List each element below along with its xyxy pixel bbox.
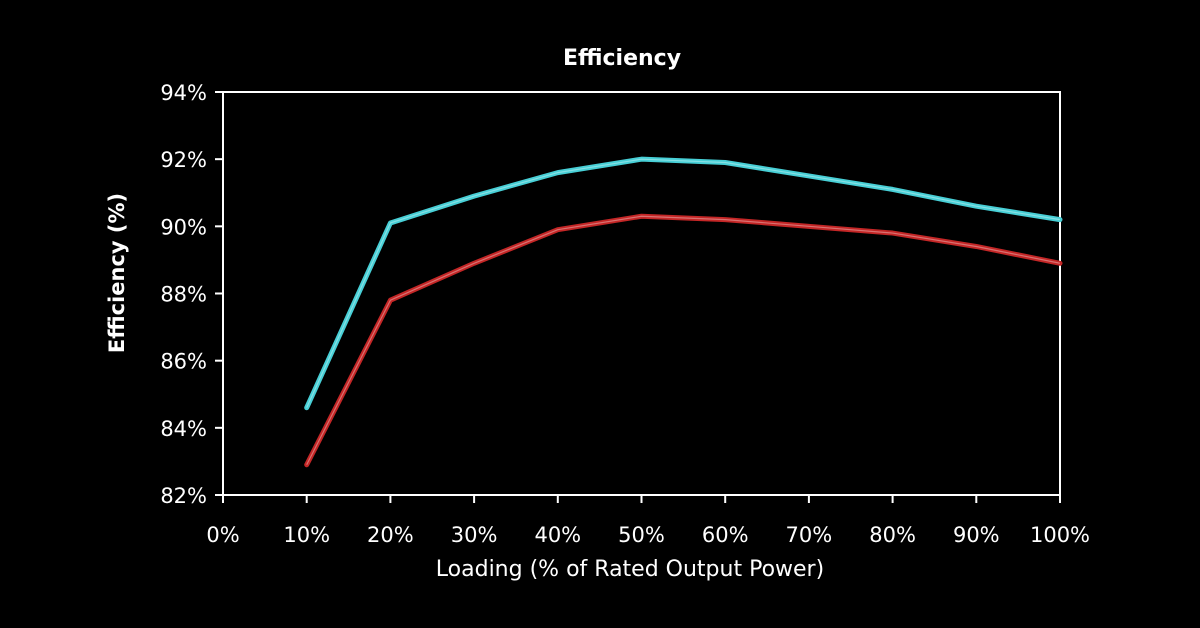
plot-area-frame [222, 91, 1061, 496]
y-tick-label: 82% [160, 484, 207, 508]
y-tick-label: 88% [160, 283, 207, 307]
series-line-highlight-1 [306, 158, 1061, 408]
y-tick-label: 86% [160, 350, 207, 374]
x-tick-label: 30% [451, 523, 498, 547]
x-tick-label: 100% [1030, 523, 1090, 547]
x-tick-label: 40% [534, 523, 581, 547]
y-tick-label: 94% [160, 81, 207, 105]
x-tick-label: 50% [618, 523, 665, 547]
x-tick-label: 70% [786, 523, 833, 547]
x-axis-ticks: 0% 10% 20% 30% 40% 50% 60% 70% 80% 90% 100% [206, 495, 1090, 547]
series-line-2 [304, 213, 1063, 468]
x-tick-label: 80% [869, 523, 916, 547]
x-tick-label: 60% [702, 523, 749, 547]
chart-title: Efficiency [563, 46, 681, 71]
y-axis-ticks: 82% 84% 86% 88% 90% 92% 94% [160, 81, 223, 508]
x-tick-label: 90% [953, 523, 1000, 547]
y-axis-label: Efficiency (%) [105, 193, 129, 353]
series-layer [304, 156, 1063, 468]
series-line-1 [304, 156, 1063, 411]
x-tick-label: 10% [283, 523, 330, 547]
y-tick-label: 90% [160, 215, 207, 239]
x-tick-label: 20% [367, 523, 414, 547]
series-line-highlight-2 [306, 215, 1061, 466]
y-tick-label: 92% [160, 148, 207, 172]
x-axis-label: Loading (% of Rated Output Power) [436, 557, 824, 582]
x-tick-label: 0% [206, 523, 239, 547]
y-tick-label: 84% [160, 417, 207, 441]
